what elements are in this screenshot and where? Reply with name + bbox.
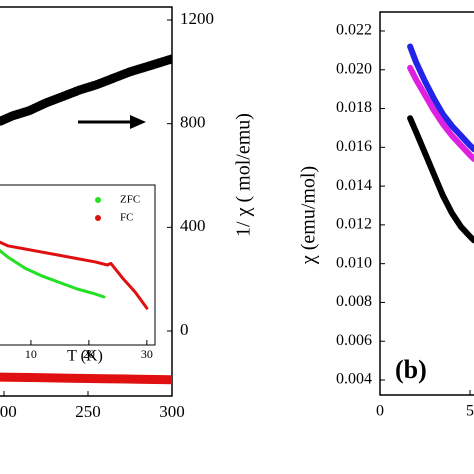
legend-label: FC xyxy=(120,212,133,224)
x-tick-label: 5 xyxy=(466,403,474,420)
y-tick-label: 0.008 xyxy=(336,293,372,310)
panel: 10 20 30 ZFC FC T (K) xyxy=(0,184,156,365)
y-tick-label: 0.014 xyxy=(336,177,372,194)
x-axis-label: T (K) xyxy=(67,348,103,365)
y-tick-label: 0.012 xyxy=(336,216,372,233)
y-tick-label: 0.022 xyxy=(336,22,372,39)
y-axis-label: χ (emu/mol) xyxy=(298,166,320,265)
y-tick-label: 0.004 xyxy=(336,371,372,388)
series-group xyxy=(407,43,474,244)
x-tick-label: 250 xyxy=(75,402,101,421)
plot-frame xyxy=(379,11,474,396)
data-line xyxy=(407,115,474,244)
series-group xyxy=(0,240,149,310)
legend-marker xyxy=(95,215,101,221)
panel: 0 5 0.004 0.006 0.008 0.010 0.012 0.014 0.016 0.0… xyxy=(298,11,474,420)
x-tick-label: 300 xyxy=(159,402,185,421)
data-line xyxy=(407,64,474,162)
inset-frame xyxy=(0,184,156,346)
legend-label: ZFC xyxy=(120,194,140,206)
x-tick-label: 20 xyxy=(83,347,95,361)
data-line xyxy=(0,240,149,310)
y-tick-label: 800 xyxy=(180,113,206,132)
panel-label: (b) xyxy=(395,355,427,384)
arrow xyxy=(78,115,146,129)
x-tick-label: 200 xyxy=(0,402,17,421)
y-tick-label: 0.010 xyxy=(336,254,372,271)
y-axis-label: 1/ χ ( mol/emu) xyxy=(233,113,255,237)
data-line xyxy=(0,372,172,385)
y-tick-label: 0.006 xyxy=(336,332,372,349)
series-group xyxy=(0,54,172,385)
x-tick-label: 10 xyxy=(25,347,37,361)
x-tick-label: 0 xyxy=(376,403,384,420)
y-tick-label: 0.016 xyxy=(336,138,372,155)
x-tick-label: 30 xyxy=(141,347,153,361)
data-line xyxy=(0,54,172,126)
data-line xyxy=(407,43,474,153)
legend-marker xyxy=(95,197,101,203)
y-tick-label: 0.018 xyxy=(336,99,372,116)
y-tick-label: 1200 xyxy=(180,9,214,28)
data-line xyxy=(0,248,106,299)
y-tick-label: 400 xyxy=(180,216,206,235)
y-tick-label: 0.020 xyxy=(336,60,372,77)
y-tick-label: 0 xyxy=(180,320,189,339)
